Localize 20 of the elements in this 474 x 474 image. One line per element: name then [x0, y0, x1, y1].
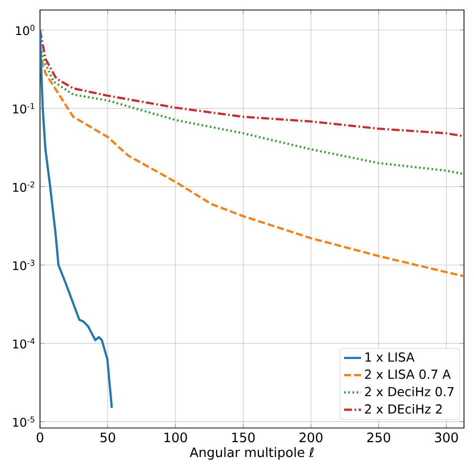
- y-tick-label: 10$^{0}$: [16, 24, 34, 36]
- legend-label: 2 x DEciHz 2: [365, 404, 442, 414]
- x-tick-label: 150: [232, 432, 255, 442]
- y-tick-label: 10$^{-5}$: [13, 416, 34, 427]
- y-tick-label: 10$^{-1}$: [13, 103, 34, 114]
- x-tick-label: 250: [367, 432, 390, 442]
- legend-label: 2 x DeciHz 0.7: [365, 386, 454, 396]
- y-tick-label: 10$^{-2}$: [13, 181, 34, 192]
- line-series: [40, 28, 113, 409]
- line-series: [40, 28, 464, 138]
- x-tick-label: 100: [164, 432, 187, 442]
- y-tick-label: 10$^{-3}$: [13, 260, 34, 270]
- x-tick-label: 50: [100, 432, 116, 442]
- x-tick-label: 0: [36, 432, 44, 442]
- legend-label: 1 x LISA: [366, 352, 415, 362]
- y-tick-label: 10$^{-4}$: [13, 338, 35, 348]
- x-axis-title: Angular multipole ℓ: [190, 447, 314, 460]
- legend-label: 2 x LISA 0.7 A: [365, 370, 451, 379]
- x-tick-label: 300: [435, 432, 458, 442]
- x-tick-label: 200: [300, 432, 322, 442]
